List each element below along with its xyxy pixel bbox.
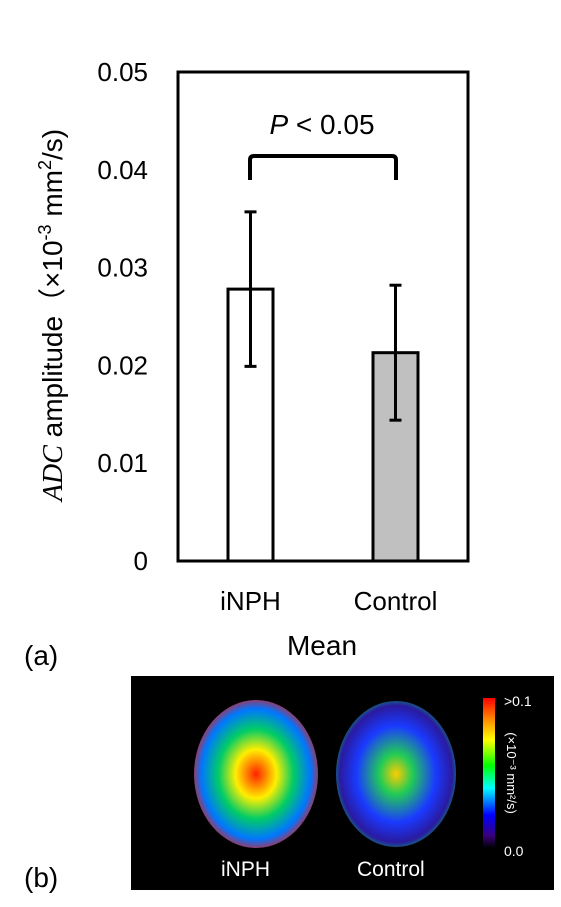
y-axis-title-unit: mm bbox=[37, 170, 68, 224]
colorbar bbox=[483, 698, 495, 848]
brain-image-inph bbox=[194, 700, 318, 848]
panel-label-b: (b) bbox=[24, 862, 59, 893]
colorbar-min-label: 0.0 bbox=[504, 843, 524, 859]
y-axis-title-exp2: 2 bbox=[35, 160, 55, 170]
brain-map-panel: iNPH Control >0.1 0.0 (×10⁻³ mm²/s) bbox=[131, 676, 554, 890]
y-tick-label: 0.03 bbox=[97, 253, 148, 283]
y-tick-label: 0.04 bbox=[97, 155, 148, 185]
y-tick-label: 0 bbox=[134, 546, 148, 576]
colorbar-max-label: >0.1 bbox=[504, 693, 532, 709]
y-tick-label: 0.01 bbox=[97, 448, 148, 478]
significance-annotation: P < 0.05 bbox=[269, 109, 374, 140]
error-bar-inph bbox=[244, 210, 257, 368]
bars bbox=[226, 287, 420, 563]
significance-bracket bbox=[248, 154, 398, 180]
brain-maps bbox=[194, 700, 456, 848]
y-axis-title: ADC amplitude（×10-3 mm2/s) bbox=[35, 129, 69, 503]
brain-image-control bbox=[336, 701, 456, 847]
significance-p: P bbox=[269, 109, 288, 140]
significance-text: < 0.05 bbox=[288, 109, 374, 140]
y-axis-title-text: amplitude（×10 bbox=[37, 240, 68, 445]
y-tick-label: 0.02 bbox=[97, 350, 148, 380]
colorbar-unit-label: (×10⁻³ mm²/s) bbox=[504, 732, 519, 814]
category-label: Control bbox=[354, 586, 438, 616]
plot-frame bbox=[176, 70, 470, 563]
x-axis-title: Mean bbox=[287, 630, 357, 661]
brain-label-control: Control bbox=[357, 858, 425, 881]
error-bar-control bbox=[389, 283, 402, 422]
category-label: iNPH bbox=[220, 586, 281, 616]
svg-text:ADC amplitude（×10-3 mm2/s): ADC amplitude（×10-3 mm2/s) bbox=[35, 129, 69, 503]
y-axis-title-exp1: -3 bbox=[35, 224, 55, 240]
panel-label-a: (a) bbox=[24, 640, 59, 671]
error-bars bbox=[244, 210, 402, 422]
y-tick-label: 0.05 bbox=[97, 57, 148, 87]
y-axis-title-italic: ADC bbox=[38, 445, 69, 503]
brain-label-inph: iNPH bbox=[221, 858, 271, 881]
y-axis-title-tail: /s) bbox=[37, 129, 68, 160]
category-labels: iNPH Control bbox=[220, 586, 437, 616]
bar-chart: ADC amplitude（×10-3 mm2/s) 0 0.01 0.02 0.03… bbox=[35, 57, 470, 661]
y-tick-labels: 0 0.01 0.02 0.03 0.04 0.05 bbox=[97, 57, 148, 576]
